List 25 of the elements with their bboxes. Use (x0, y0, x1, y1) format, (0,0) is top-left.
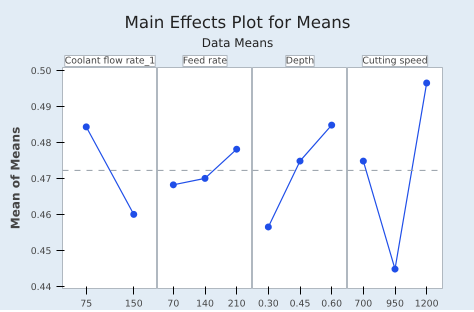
y-tick-label: 0.46 (30, 210, 52, 221)
y-tick-label: 0.45 (30, 246, 52, 257)
y-tick-label: 0.47 (30, 174, 52, 185)
x-tick-label: 0.60 (321, 298, 342, 310)
y-tick-label: 0.48 (30, 138, 52, 149)
chart-title: Coolant flow rate_1 (64, 56, 156, 66)
y-tick-label: 0.50 (30, 66, 52, 77)
x-tick-label: 70 (167, 298, 180, 310)
y-axis-title: Mean of Means (8, 126, 23, 230)
x-tick-label: 150 (124, 298, 143, 310)
x-tick-label: 210 (228, 298, 246, 310)
chart-title: Depth (286, 56, 314, 66)
text: Data Means (202, 36, 274, 50)
x-tick-label: 950 (386, 298, 404, 310)
chart-title: Cutting speed (362, 56, 428, 66)
x-tick-label: 0.45 (290, 298, 310, 310)
chart-title: Feed rate (182, 56, 228, 66)
x-tick-label: 75 (80, 298, 92, 310)
x-tick-label: 700 (354, 298, 372, 310)
x-tick-label: 0.30 (258, 298, 279, 310)
y-tick-label: 0.44 (30, 282, 52, 293)
y-tick-label: 0.49 (30, 102, 52, 113)
text: Main Effects Plot for Means (124, 12, 350, 32)
x-tick-label: 1200 (414, 298, 439, 310)
x-tick-label: 140 (196, 298, 214, 310)
